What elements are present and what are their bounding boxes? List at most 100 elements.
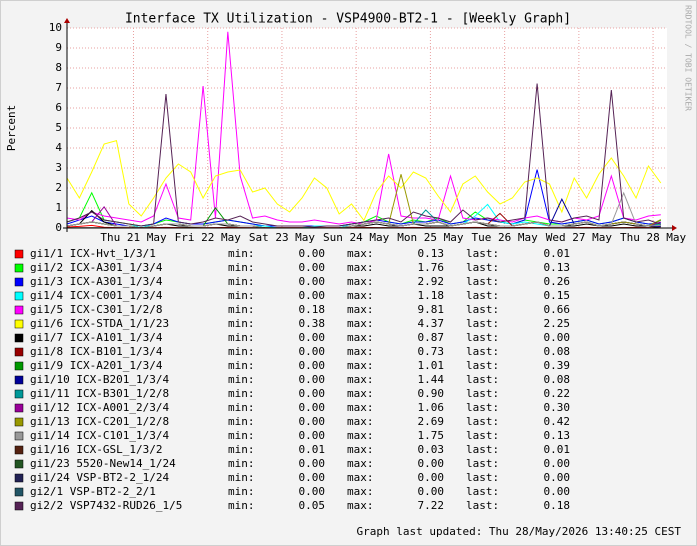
legend-label: gi1/2 ICX-A301_1/3/4 bbox=[30, 261, 163, 274]
stat-label: min: bbox=[228, 401, 255, 414]
stat-label: min: bbox=[228, 317, 255, 330]
legend-swatch bbox=[14, 347, 24, 357]
legend-swatch bbox=[14, 375, 24, 385]
stat-last: 0.01 bbox=[544, 443, 571, 456]
legend: gi1/1 ICX-Hvt_1/3/1 min: 0.00 max: 0.13 last:… bbox=[14, 247, 571, 512]
x-tick-label: Sun 24 May bbox=[323, 231, 390, 244]
stat-label: last: bbox=[466, 499, 499, 512]
stat-max: 4.37 bbox=[418, 317, 445, 330]
y-tick-label: 1 bbox=[55, 201, 62, 214]
stat-max: 2.92 bbox=[418, 275, 445, 288]
stat-label: last: bbox=[466, 303, 499, 316]
stat-max: 1.44 bbox=[418, 373, 445, 386]
legend-label: gi1/24 VSP-BT2-2_1/24 bbox=[30, 471, 169, 484]
stat-label: last: bbox=[466, 359, 499, 372]
stat-label: max: bbox=[347, 401, 374, 414]
stat-min: 0.00 bbox=[299, 275, 326, 288]
legend-swatch bbox=[14, 277, 24, 287]
x-tick-label: Thu 21 May bbox=[100, 231, 167, 244]
chart-title: Interface TX Utilization - VSP4900-BT2-1… bbox=[125, 12, 571, 27]
y-tick-label: 8 bbox=[55, 61, 62, 74]
stat-label: min: bbox=[228, 443, 255, 456]
stat-last: 0.01 bbox=[544, 247, 571, 260]
x-tick-label: Tue 26 May bbox=[472, 231, 539, 244]
legend-label: gi1/7 ICX-A101_1/3/4 bbox=[30, 331, 163, 344]
stat-last: 0.66 bbox=[544, 303, 571, 316]
stat-label: max: bbox=[347, 359, 374, 372]
stat-last: 0.00 bbox=[544, 485, 571, 498]
series-line bbox=[66, 83, 661, 228]
stat-min: 0.00 bbox=[299, 261, 326, 274]
legend-swatch bbox=[14, 333, 24, 343]
stat-label: max: bbox=[347, 443, 374, 456]
stat-label: min: bbox=[228, 373, 255, 386]
stat-min: 0.00 bbox=[299, 401, 326, 414]
stat-label: min: bbox=[228, 429, 255, 442]
stat-label: min: bbox=[228, 387, 255, 400]
legend-swatch bbox=[14, 249, 24, 259]
stat-label: max: bbox=[347, 485, 374, 498]
stat-max: 0.00 bbox=[418, 471, 445, 484]
stat-min: 0.01 bbox=[299, 443, 326, 456]
grid bbox=[67, 27, 667, 229]
stat-label: min: bbox=[228, 247, 255, 260]
legend-swatch bbox=[14, 417, 24, 427]
footer: Graph last updated: Thu 28/May/2026 13:4… bbox=[356, 525, 681, 538]
stat-label: last: bbox=[466, 429, 499, 442]
stat-min: 0.00 bbox=[299, 345, 326, 358]
legend-label: gi1/23 5520-New14_1/24 bbox=[30, 457, 176, 470]
stat-max: 2.69 bbox=[418, 415, 445, 428]
stat-last: 0.08 bbox=[544, 373, 571, 386]
stat-last: 0.26 bbox=[544, 275, 571, 288]
stat-label: max: bbox=[347, 373, 374, 386]
stat-min: 0.00 bbox=[299, 471, 326, 484]
watermark: RRDTOOL / TOBI OETIKER bbox=[684, 5, 693, 111]
stat-label: max: bbox=[347, 345, 374, 358]
series-line bbox=[66, 191, 661, 229]
stat-last: 0.39 bbox=[544, 359, 571, 372]
stat-label: max: bbox=[347, 499, 374, 512]
stat-label: last: bbox=[466, 415, 499, 428]
stat-label: min: bbox=[228, 471, 255, 484]
stat-max: 1.06 bbox=[418, 401, 445, 414]
y-tick-label: 2 bbox=[55, 181, 62, 194]
stat-last: 0.15 bbox=[544, 289, 571, 302]
stat-label: max: bbox=[347, 387, 374, 400]
stat-last: 0.42 bbox=[544, 415, 571, 428]
legend-swatch bbox=[14, 361, 24, 371]
y-tick-label: 4 bbox=[55, 141, 62, 154]
stat-max: 0.13 bbox=[418, 247, 445, 260]
y-tick-label: 6 bbox=[55, 101, 62, 114]
stat-min: 0.05 bbox=[299, 499, 326, 512]
stat-label: last: bbox=[466, 457, 499, 470]
stat-min: 0.00 bbox=[299, 289, 326, 302]
y-tick-label: 3 bbox=[55, 161, 62, 174]
stat-last: 0.00 bbox=[544, 457, 571, 470]
stat-max: 0.00 bbox=[418, 457, 445, 470]
stat-max: 0.00 bbox=[418, 485, 445, 498]
stat-last: 0.13 bbox=[544, 261, 571, 274]
stat-label: min: bbox=[228, 289, 255, 302]
stat-max: 1.18 bbox=[418, 289, 445, 302]
legend-label: gi1/1 ICX-Hvt_1/3/1 bbox=[30, 247, 156, 260]
legend-swatch bbox=[14, 263, 24, 273]
legend-label: gi1/4 ICX-C001_1/3/4 bbox=[30, 289, 163, 302]
legend-swatch bbox=[14, 459, 24, 469]
legend-label: gi1/10 ICX-B201_1/3/4 bbox=[30, 373, 169, 386]
stat-label: last: bbox=[466, 471, 499, 484]
stat-label: max: bbox=[347, 289, 374, 302]
y-tick-label: 0 bbox=[55, 221, 62, 234]
stat-max: 0.90 bbox=[418, 387, 445, 400]
stat-label: max: bbox=[347, 261, 374, 274]
stat-last: 0.22 bbox=[544, 387, 571, 400]
y-tick-label: 9 bbox=[55, 41, 62, 54]
stat-min: 0.18 bbox=[299, 303, 326, 316]
legend-label: gi2/1 VSP-BT2-2_2/1 bbox=[30, 485, 156, 498]
stat-min: 0.00 bbox=[299, 373, 326, 386]
legend-label: gi1/5 ICX-C301_1/2/8 bbox=[30, 303, 162, 316]
stat-label: max: bbox=[347, 317, 374, 330]
legend-label: gi2/2 VSP7432-RUD26_1/5 bbox=[30, 499, 182, 512]
y-axis-arrow bbox=[64, 18, 70, 23]
y-tick-label: 10 bbox=[49, 21, 62, 34]
